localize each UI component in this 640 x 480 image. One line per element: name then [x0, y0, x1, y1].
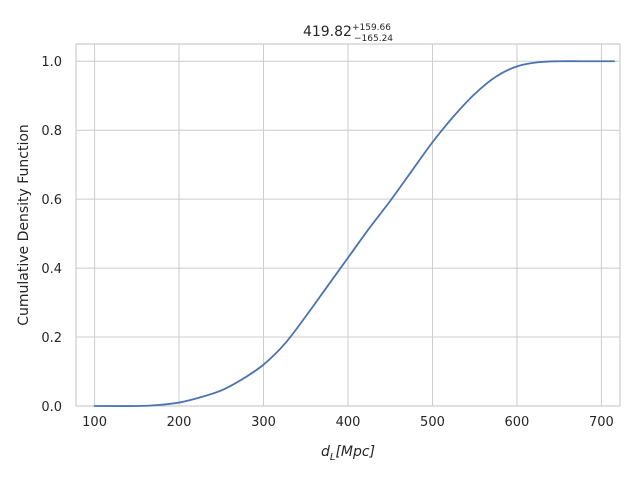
chart-title: 419.82+159.66 −165.24 — [303, 23, 393, 44]
y-tick-label: 0.4 — [41, 262, 62, 277]
title-lower: −165.24 — [354, 34, 393, 44]
y-axis-label: Cumulative Density Function — [16, 124, 32, 326]
series-group — [93, 60, 615, 407]
title-value: 419.82 — [303, 24, 352, 40]
x-tick-label: 100 — [82, 415, 107, 430]
y-tick-label: 0.2 — [41, 331, 62, 346]
x-tick-label: 700 — [589, 415, 614, 430]
x-tick-label: 200 — [167, 415, 192, 430]
plot-frame — [75, 43, 621, 407]
x-label-sub: L — [330, 452, 336, 463]
x-tick-labels: 100 200 300 400 500 600 700 — [82, 415, 614, 430]
y-tick-label: 0.8 — [41, 124, 62, 139]
title-upper: +159.66 — [352, 23, 391, 33]
x-label-main: d — [321, 444, 330, 460]
x-tick-label: 400 — [336, 415, 361, 430]
x-tick-label: 300 — [251, 415, 276, 430]
x-axis-label: dL[Mpc] — [321, 444, 375, 463]
y-tick-label: 0.0 — [41, 400, 62, 415]
y-tick-label: 1.0 — [41, 55, 62, 70]
y-tick-labels: 0.0 0.2 0.4 0.6 0.8 1.0 — [41, 55, 62, 415]
x-tick-label: 600 — [505, 415, 530, 430]
x-label-rest: [Mpc] — [335, 444, 375, 460]
cdf-series-line — [93, 60, 615, 407]
x-tick-label: 500 — [420, 415, 445, 430]
y-tick-label: 0.6 — [41, 193, 62, 208]
axes-frame — [75, 43, 621, 407]
